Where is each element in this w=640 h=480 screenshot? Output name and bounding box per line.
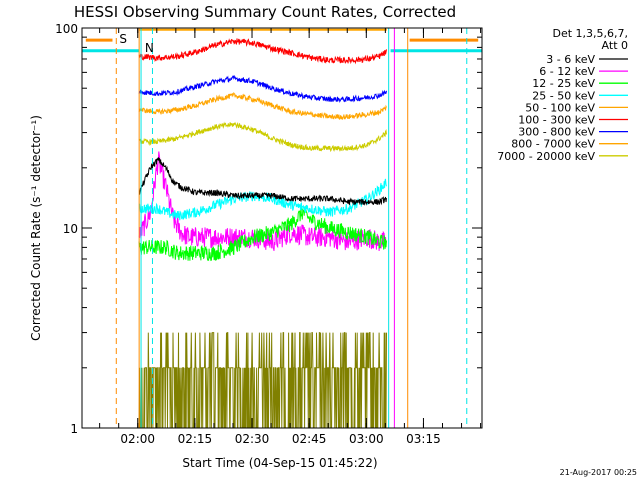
x-tick-label: 02:00 [120,432,155,446]
legend-label: 3 - 6 keV [546,53,595,66]
legend-label: 300 - 800 keV [518,126,595,139]
x-tick-label: 03:00 [349,432,384,446]
x-tick-label: 02:45 [292,432,327,446]
x-axis-label: Start Time (04-Sep-15 01:45:22) [182,456,377,470]
series-line [138,205,387,262]
chart-title: HESSI Observing Summary Count Rates, Cor… [74,3,456,21]
y-tick-label: 1 [70,422,78,436]
legend-label: 7000 - 20000 keV [497,150,595,163]
x-tick-label: 03:15 [406,432,441,446]
legend-label: 12 - 25 keV [532,77,595,90]
y-tick-label: 100 [55,22,78,36]
legend-header-line-2: Att 0 [602,39,628,52]
y-tick-label: 10 [63,222,78,236]
series-line [138,91,387,121]
legend-label: 6 - 12 keV [539,65,595,78]
series-line [138,121,387,153]
footer-timestamp: 21-Aug-2017 00:25 [560,468,637,477]
x-axis-ticks: 02:00 02:15 02:30 02:45 03:00 03:15 [99,28,482,446]
series-line [139,157,387,206]
legend-label: 800 - 7000 keV [511,138,595,151]
x-tick-label: 02:30 [235,432,270,446]
series-line [138,38,387,65]
legend-label: 25 - 50 keV [532,89,595,102]
x-tick-label: 02:15 [178,432,213,446]
saa-annotation: S [119,32,127,46]
y-axis-label: Corrected Count Rate (s⁻¹ detector⁻¹) [29,115,43,341]
night-annotation: N [145,41,154,55]
series-line [138,75,387,103]
overlay-layer: SN [82,28,482,428]
legend-label: 50 - 100 keV [525,101,595,114]
legend-label: 100 - 300 keV [518,114,595,127]
y-axis-ticks: 1 10 100 [55,22,482,436]
legend-header-line-1: Det 1,3,5,6,7, [552,27,628,40]
